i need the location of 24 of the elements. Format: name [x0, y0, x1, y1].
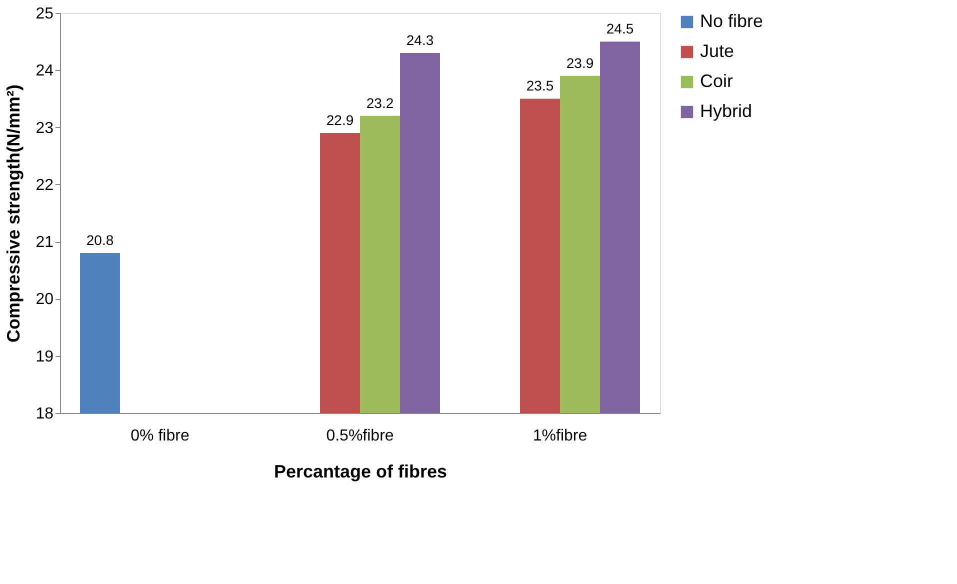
legend-label: Jute	[700, 41, 734, 61]
y-tick-label: 22	[36, 176, 54, 194]
x-tick-label: 0.5%fibre	[326, 428, 394, 444]
legend-label: No fibre	[700, 11, 764, 31]
data-label: 20.8	[86, 232, 114, 248]
x-tick-label: 1%fibre	[532, 428, 588, 444]
legend-label: Coir	[700, 71, 734, 91]
y-tick-label: 18	[36, 406, 54, 422]
data-label: 23.9	[566, 54, 594, 71]
x-tick-label: 0% fibre	[130, 428, 190, 444]
data-label: 22.9	[326, 112, 354, 128]
y-axis-title: Compressive strength(N/mm²)	[4, 84, 24, 343]
y-tick-label: 24	[36, 62, 54, 80]
data-label: 23.5	[526, 78, 554, 94]
data-label: 24.5	[606, 20, 634, 37]
y-tick-label: 20	[36, 291, 54, 308]
data-label: 23.2	[366, 94, 394, 111]
y-tick-label: 23	[36, 120, 54, 137]
legend-label: Hybrid	[700, 101, 752, 121]
y-tick-label: 21	[36, 234, 54, 252]
x-axis-title: Percantage of fibres	[274, 462, 448, 482]
data-label: 24.3	[406, 32, 434, 48]
y-tick-label: 25	[36, 6, 54, 22]
y-tick-label: 19	[36, 348, 54, 366]
